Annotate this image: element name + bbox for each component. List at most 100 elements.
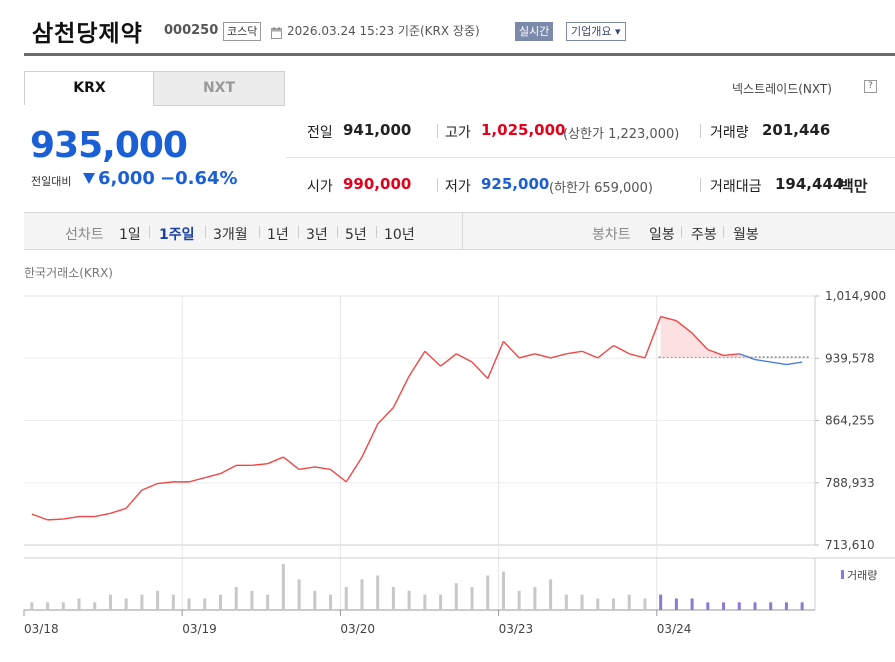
price-line-segment [141, 482, 158, 491]
help-icon[interactable]: ? [864, 80, 877, 93]
volume-bar [203, 598, 207, 610]
volume-bar [549, 579, 553, 610]
volume-bar [580, 594, 584, 610]
price-line-segment [487, 341, 505, 379]
volume-bar [564, 594, 568, 610]
volume-bar [360, 579, 364, 610]
price-line-segment [282, 456, 300, 471]
period-3y[interactable]: 3년 [306, 227, 328, 243]
open-value: 990,000 [343, 175, 412, 193]
volume-bar [722, 602, 726, 610]
price-line-segment [550, 353, 567, 359]
volume-bar [454, 583, 458, 610]
volume-legend-label: 거래량 [847, 569, 877, 582]
change-rate: −0.64% [160, 168, 238, 189]
tab-nxt[interactable]: NXT [153, 71, 285, 106]
lower-limit: (하한가 659,000) [549, 181, 653, 196]
price-up-fill [660, 316, 803, 358]
period-1y[interactable]: 1년 [267, 227, 289, 243]
volume-bar [281, 564, 285, 610]
stock-code: 000250 [164, 23, 219, 38]
volume-bar [533, 587, 537, 610]
period-separator [298, 226, 299, 238]
volume-bar [596, 598, 600, 610]
tab-krx[interactable]: KRX [24, 71, 155, 105]
volume-bar [30, 602, 34, 610]
price-line-segment [455, 353, 473, 363]
volume-bar [108, 594, 112, 610]
price-line-segment [314, 466, 331, 471]
chart-period-bar: 선차트 1일 1주일 3개월 1년 3년 5년 10년 봉차트 일봉 주봉 월봉 [24, 212, 895, 250]
period-1d[interactable]: 1일 [119, 227, 141, 243]
price-line-segment [188, 477, 205, 483]
volume-bar [784, 602, 788, 610]
volume-bar [250, 590, 254, 610]
current-price: 935,000 [30, 125, 188, 166]
company-name: 삼천당제약 [32, 21, 143, 47]
price-line-segment [534, 353, 551, 359]
stat-divider [437, 178, 438, 192]
company-overview-dropdown[interactable]: 기업개요 ▾ [566, 22, 626, 41]
low-value: 925,000 [481, 175, 550, 193]
price-line-segment [629, 353, 646, 359]
price-line-segment [110, 507, 127, 514]
price-line-segment [597, 344, 614, 359]
candle-daily[interactable]: 일봉 [649, 227, 675, 243]
volume-bar [77, 598, 81, 610]
volume-bar [219, 594, 222, 610]
price-line-segment [47, 518, 64, 521]
price-line-segment [660, 315, 677, 322]
price-line-segment [519, 353, 536, 359]
volume-bar [470, 587, 474, 610]
period-10y[interactable]: 10년 [384, 227, 415, 243]
y-tick-label: 939,578 [825, 351, 875, 365]
period-separator [376, 226, 377, 238]
volume-bar [423, 594, 427, 610]
period-separator [259, 226, 260, 238]
upper-limit: (상한가 1,223,000) [563, 127, 680, 142]
volume-bar [171, 594, 175, 610]
trade-value: 194,444 [775, 175, 844, 193]
stat-divider [437, 124, 438, 138]
volume-legend-swatch [841, 570, 844, 579]
price-line-segment [330, 468, 347, 483]
change-amount: 6,000 [98, 168, 155, 189]
volume-bar [800, 602, 804, 610]
line-chart-label: 선차트 [65, 227, 104, 243]
price-line-segment [94, 512, 111, 518]
price-line-segment [644, 316, 662, 359]
high-label: 고가 [445, 125, 471, 141]
low-label: 저가 [445, 179, 471, 195]
stock-header: 삼천당제약 000250 코스닥 2026.03.24 15:23 기준(KRX… [0, 0, 895, 56]
volume-bar [439, 594, 443, 610]
volume-bar [769, 602, 773, 610]
period-1w[interactable]: 1주일 [159, 227, 195, 243]
header-divider [24, 53, 895, 56]
candle-weekly[interactable]: 주봉 [691, 227, 717, 243]
price-line-segment [220, 464, 237, 475]
price-line-segment [204, 472, 221, 479]
open-label: 시가 [307, 179, 333, 195]
x-tick-label: 03/24 [657, 622, 692, 636]
timestamp: 2026.03.24 15:23 기준(KRX 장중) [287, 24, 480, 38]
nextrade-link[interactable]: 넥스트레이드(NXT) [732, 82, 832, 96]
price-line-segment [675, 320, 693, 334]
period-5y[interactable]: 5년 [345, 227, 367, 243]
change-label: 전일대비 [31, 175, 72, 188]
volume-bar [407, 590, 411, 610]
y-tick-label: 864,255 [825, 414, 875, 428]
price-line-segment [63, 515, 80, 520]
price-line-segment [361, 423, 379, 458]
x-tick-label: 03/23 [499, 622, 534, 636]
period-3m[interactable]: 3개월 [213, 227, 248, 243]
volume-bar [517, 590, 521, 610]
candle-monthly[interactable]: 월봉 [733, 227, 759, 243]
price-line-segment [566, 350, 583, 355]
trade-value-unit: 백만 [840, 177, 868, 195]
realtime-badge[interactable]: 실시간 [515, 22, 554, 41]
price-chart[interactable]: 1,014,900 939,578 864,255 788,933 713,610 03/… [0, 280, 895, 662]
period-bar-divider [462, 213, 463, 249]
price-line-segment [440, 353, 457, 367]
price-line-segment [786, 361, 803, 366]
volume-bar [93, 602, 97, 610]
